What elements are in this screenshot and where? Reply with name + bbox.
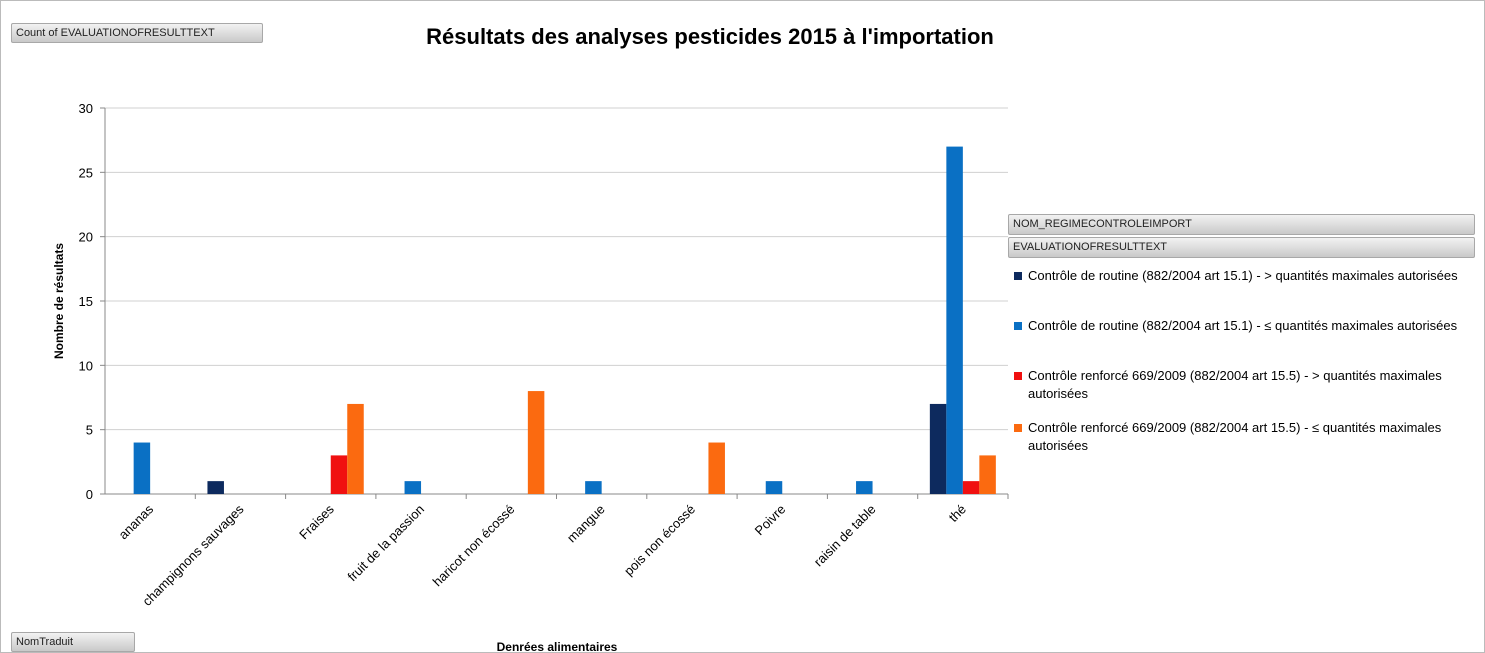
bar bbox=[929, 403, 947, 494]
y-tick-label: 5 bbox=[86, 423, 93, 438]
x-tick-label: fruit de la passion bbox=[345, 502, 428, 585]
x-tick-label: Fraises bbox=[296, 501, 337, 542]
bar bbox=[765, 481, 783, 494]
bar bbox=[979, 455, 996, 494]
legend-swatch bbox=[1014, 424, 1022, 432]
y-axis-label: Nombre de résultats bbox=[52, 243, 66, 359]
legend-swatch bbox=[1014, 322, 1022, 330]
y-tick-label: 0 bbox=[86, 487, 93, 502]
x-axis-label: Denrées alimentaires bbox=[497, 640, 618, 653]
bar bbox=[527, 391, 545, 494]
bar bbox=[347, 403, 364, 494]
y-tick-label: 20 bbox=[79, 230, 93, 245]
x-tick-label: raisin de table bbox=[811, 502, 879, 570]
legend-entry: Contrôle de routine (882/2004 art 15.1) … bbox=[1014, 317, 1474, 335]
legend-label: Contrôle renforcé 669/2009 (882/2004 art… bbox=[1028, 420, 1442, 453]
chart-title: Résultats des analyses pesticides 2015 à… bbox=[426, 24, 994, 49]
legend-label: Contrôle de routine (882/2004 art 15.1) … bbox=[1028, 268, 1458, 283]
legend-field-button[interactable]: EVALUATIONOFRESULTTEXT bbox=[1008, 237, 1475, 258]
y-tick-label: 15 bbox=[79, 294, 93, 309]
bar bbox=[946, 146, 963, 494]
x-tick-label: thé bbox=[946, 502, 969, 525]
bar bbox=[962, 481, 980, 494]
bar bbox=[708, 442, 725, 494]
y-tick-label: 25 bbox=[79, 165, 93, 180]
legend-entry: Contrôle de routine (882/2004 art 15.1) … bbox=[1014, 267, 1474, 285]
x-tick-label: mangue bbox=[564, 502, 608, 546]
value-field-button[interactable]: Count of EVALUATIONOFRESULTTEXT bbox=[11, 23, 263, 43]
bar bbox=[404, 481, 422, 494]
legend-label: Contrôle renforcé 669/2009 (882/2004 art… bbox=[1028, 368, 1442, 401]
x-tick-label: haricot non écossé bbox=[430, 502, 518, 590]
x-tick-label: pois non écossé bbox=[621, 502, 698, 579]
legend-swatch bbox=[1014, 372, 1022, 380]
x-tick-label: champignons sauvages bbox=[139, 501, 247, 609]
x-tick-label: Poivre bbox=[752, 502, 789, 539]
legend-label: Contrôle de routine (882/2004 art 15.1) … bbox=[1028, 318, 1458, 333]
bar bbox=[330, 455, 348, 494]
legend-entry: Contrôle renforcé 669/2009 (882/2004 art… bbox=[1014, 367, 1474, 403]
y-tick-label: 30 bbox=[79, 101, 93, 116]
y-tick-label: 10 bbox=[79, 358, 93, 373]
x-tick-label: ananas bbox=[116, 501, 157, 542]
legend-entry: Contrôle renforcé 669/2009 (882/2004 art… bbox=[1014, 419, 1474, 455]
bar bbox=[856, 481, 873, 494]
bar bbox=[585, 481, 602, 494]
filter-field-button[interactable]: NOM_REGIMECONTROLEIMPORT bbox=[1008, 214, 1475, 235]
bar bbox=[207, 481, 224, 494]
bar bbox=[133, 442, 151, 494]
axis-field-button[interactable]: NomTraduit bbox=[11, 632, 135, 652]
legend-swatch bbox=[1014, 272, 1022, 280]
